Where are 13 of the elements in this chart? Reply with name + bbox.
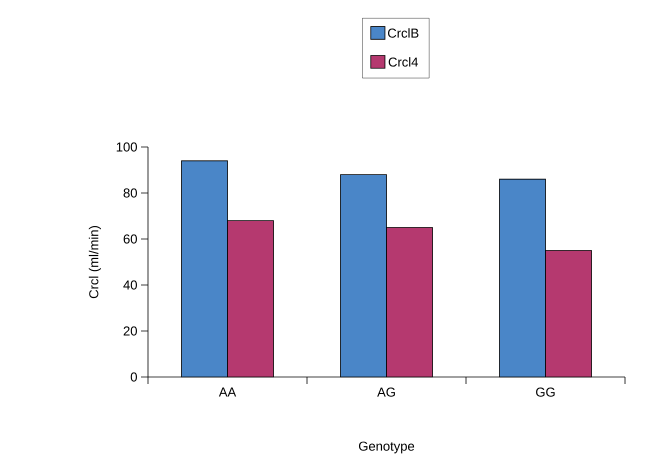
x-tick-label: AA — [218, 388, 236, 396]
y-tick-label: 80 — [124, 188, 137, 198]
y-tick-label: 0 — [130, 372, 137, 382]
y-tick-label: 100 — [116, 142, 137, 152]
y-tick-label: 20 — [124, 326, 137, 336]
x-tick-label: GG — [536, 388, 555, 397]
x-axis-title: Genotype — [358, 442, 414, 454]
y-tick-label: 40 — [123, 280, 137, 290]
x-tick-label: AG — [377, 388, 395, 397]
y-tick-label: 60 — [124, 234, 137, 244]
y-axis-title: Crcl (ml/min) — [88, 226, 101, 298]
legend-label: Crcl4 — [388, 57, 418, 67]
legend-label: CrclB — [388, 28, 418, 38]
